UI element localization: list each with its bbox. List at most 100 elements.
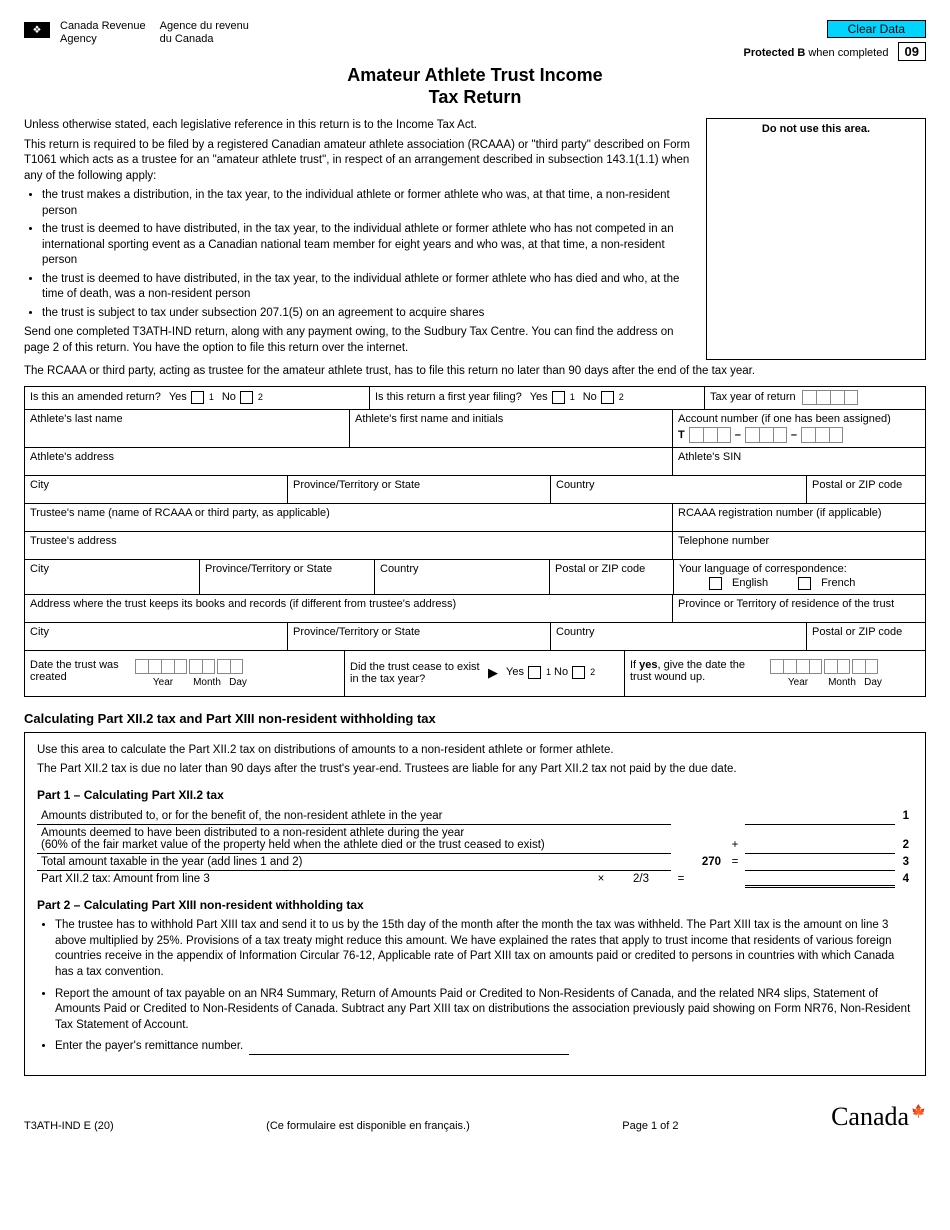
account-number-input[interactable]: T – – bbox=[678, 427, 920, 443]
account-label: Account number (if one has been assigned… bbox=[678, 413, 891, 425]
agency-block: Canada Revenue Agency Agence du revenu d… bbox=[24, 20, 249, 46]
eq-op2: = bbox=[671, 870, 691, 887]
clear-data-button[interactable]: Clear Data bbox=[827, 20, 926, 38]
arrow-icon: ▶ bbox=[488, 665, 498, 681]
postal2-label: Postal or ZIP code bbox=[555, 563, 645, 575]
wound-up-date-input[interactable] bbox=[770, 659, 878, 674]
firstyear-yes-checkbox[interactable] bbox=[552, 391, 565, 404]
french-label: French bbox=[821, 577, 855, 589]
canada-wordmark: Canada🍁 bbox=[831, 1102, 926, 1132]
form-id: T3ATH-IND E (20) bbox=[24, 1120, 114, 1132]
no-label: No bbox=[222, 391, 236, 403]
reserved-area-box: Do not use this area. bbox=[706, 118, 926, 360]
amended-no-checkbox[interactable] bbox=[240, 391, 253, 404]
row-names: Athlete's last name Athlete's first name… bbox=[25, 410, 925, 448]
canada-flag-icon bbox=[24, 22, 50, 38]
calc-intro1: Use this area to calculate the Part XII.… bbox=[37, 743, 913, 759]
times-op: × bbox=[591, 870, 611, 887]
cease-label: Did the trust cease to exist in the tax … bbox=[350, 661, 480, 685]
prov2-label: Province/Territory or State bbox=[205, 563, 332, 575]
line1-desc: Amounts distributed to, or for the benef… bbox=[37, 808, 671, 825]
intro-b1: the trust makes a distribution, in the t… bbox=[42, 188, 694, 219]
calc-box: Use this area to calculate the Part XII.… bbox=[24, 732, 926, 1076]
telephone-label: Telephone number bbox=[678, 535, 769, 547]
intro-b2: the trust is deemed to have distributed,… bbox=[42, 222, 694, 269]
intro-p4: The RCAAA or third party, acting as trus… bbox=[24, 364, 926, 380]
address-label: Athlete's address bbox=[30, 451, 114, 463]
postal-label: Postal or ZIP code bbox=[812, 479, 902, 491]
row-dates: Date the trust was created Year Month Da… bbox=[25, 651, 925, 696]
first-name-label: Athlete's first name and initials bbox=[355, 413, 503, 425]
fr-note: (Ce formulaire est disponible en françai… bbox=[266, 1120, 470, 1132]
country2-label: Country bbox=[380, 563, 419, 575]
amended-label: Is this an amended return? bbox=[30, 391, 161, 403]
cease-no-checkbox[interactable] bbox=[572, 666, 585, 679]
line1-amount[interactable] bbox=[745, 808, 895, 825]
line2-num: 2 bbox=[895, 824, 913, 853]
line4-amount[interactable] bbox=[745, 870, 895, 887]
page-number: Page 1 of 2 bbox=[622, 1120, 678, 1132]
residence-label: Province or Territory of residence of th… bbox=[678, 598, 894, 610]
part2-b1: The trustee has to withhold Part XIII ta… bbox=[55, 918, 913, 980]
row-trustee-addr: Trustee's address Telephone number bbox=[25, 532, 925, 560]
sup1: 1 bbox=[209, 392, 214, 402]
intro-p1: Unless otherwise stated, each legislativ… bbox=[24, 118, 694, 134]
title-line1: Amateur Athlete Trust Income bbox=[347, 65, 602, 85]
intro-p2: This return is required to be filed by a… bbox=[24, 138, 694, 185]
frac-23: 2/3 bbox=[611, 870, 671, 887]
last-name-label: Athlete's last name bbox=[30, 413, 123, 425]
agency-fr-line2: du Canada bbox=[160, 33, 249, 46]
city3-label: City bbox=[30, 626, 49, 638]
header-row: Canada Revenue Agency Agence du revenu d… bbox=[24, 20, 926, 61]
yes-label: Yes bbox=[169, 391, 187, 403]
intro-p3: Send one completed T3ATH-IND return, alo… bbox=[24, 325, 694, 356]
cease-yes-checkbox[interactable] bbox=[528, 666, 541, 679]
sup2: 2 bbox=[258, 392, 263, 402]
form-code-09: 09 bbox=[898, 42, 926, 61]
no-label2: No bbox=[583, 391, 597, 403]
lang-label: Your language of correspondence: bbox=[679, 563, 847, 575]
rcaaa-label: RCAAA registration number (if applicable… bbox=[678, 507, 882, 519]
part2-bullets: The trustee has to withhold Part XIII ta… bbox=[37, 918, 913, 1054]
postal3-label: Postal or ZIP code bbox=[812, 626, 902, 638]
intro-bullets: the trust makes a distribution, in the t… bbox=[24, 188, 694, 321]
line1-num: 1 bbox=[895, 808, 913, 825]
country3-label: Country bbox=[556, 626, 595, 638]
page-title: Amateur Athlete Trust Income Tax Return bbox=[24, 65, 926, 108]
part2-heading: Part 2 – Calculating Part XIII non-resid… bbox=[37, 898, 913, 912]
calc-intro2: The Part XII.2 tax is due no later than … bbox=[37, 762, 913, 778]
row-city1: City Province/Territory or State Country… bbox=[25, 476, 925, 504]
trustee-name-label: Trustee's name (name of RCAAA or third p… bbox=[30, 507, 330, 519]
month-lbl: Month bbox=[191, 677, 223, 688]
protected-b-label: Protected B bbox=[744, 47, 806, 59]
country-label: Country bbox=[556, 479, 595, 491]
line2-desc-b: (60% of the fair market value of the pro… bbox=[41, 839, 545, 851]
part2-b2: Report the amount of tax payable on an N… bbox=[55, 987, 913, 1034]
title-line2: Tax Return bbox=[429, 87, 522, 107]
english-checkbox[interactable] bbox=[709, 577, 722, 590]
amended-yes-checkbox[interactable] bbox=[191, 391, 204, 404]
tax-year-label: Tax year of return bbox=[710, 391, 796, 403]
date-created-input[interactable] bbox=[135, 659, 243, 674]
date-created-label: Date the trust was created bbox=[30, 659, 125, 683]
agency-fr-line1: Agence du revenu bbox=[160, 20, 249, 33]
line3-num: 3 bbox=[895, 853, 913, 870]
row-books-city: City Province/Territory or State Country… bbox=[25, 623, 925, 651]
footer: T3ATH-IND E (20) (Ce formulaire est disp… bbox=[24, 1102, 926, 1132]
line3-desc: Total amount taxable in the year (add li… bbox=[37, 853, 671, 870]
line2-amount[interactable] bbox=[745, 824, 895, 853]
books-label: Address where the trust keeps its books … bbox=[30, 598, 456, 610]
plus-op: + bbox=[725, 824, 745, 853]
intro-text: Unless otherwise stated, each legislativ… bbox=[24, 118, 694, 360]
agency-text: Canada Revenue Agency Agence du revenu d… bbox=[60, 20, 249, 46]
remittance-number-input[interactable] bbox=[249, 1041, 569, 1055]
row-questions: Is this an amended return? Yes1 No2 Is t… bbox=[25, 387, 925, 410]
eq-op: = bbox=[725, 853, 745, 870]
line3-amount[interactable] bbox=[745, 853, 895, 870]
agency-en-line2: Agency bbox=[60, 33, 146, 46]
city2-label: City bbox=[30, 563, 49, 575]
french-checkbox[interactable] bbox=[798, 577, 811, 590]
tax-year-input[interactable] bbox=[802, 390, 858, 405]
firstyear-no-checkbox[interactable] bbox=[601, 391, 614, 404]
cease-yes: Yes bbox=[506, 666, 524, 678]
